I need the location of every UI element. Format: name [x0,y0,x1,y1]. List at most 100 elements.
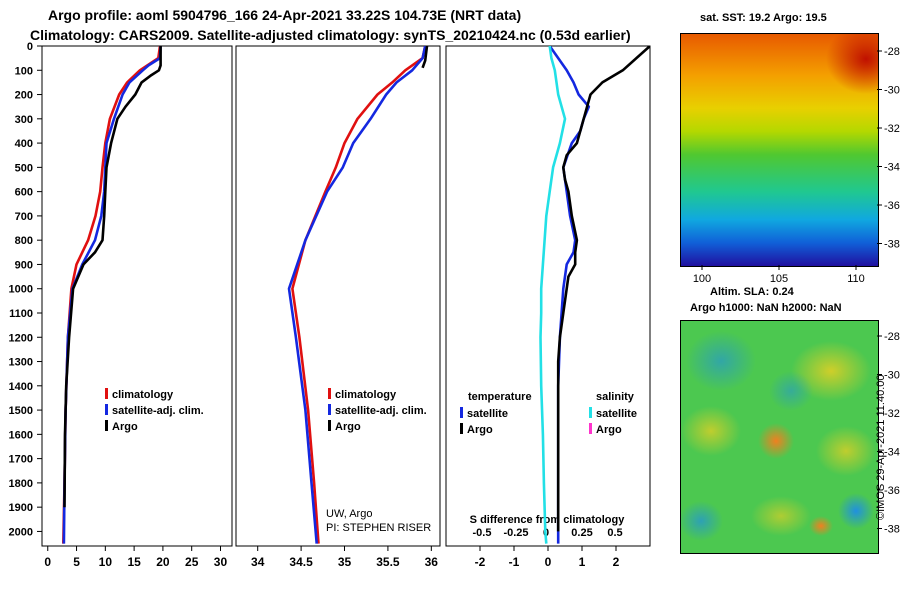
depth-tick-label: 1100 [9,308,33,320]
panel-temperature: 0 5 10 15 20 25 30 climatology satellite-adj. cl… [41,45,233,569]
depth-tick-label: 0 [27,41,33,53]
legend-label: climatology [335,389,397,401]
x-tick-label: 20 [156,555,170,569]
x-tick-label: 35 [338,555,352,569]
depth-tick-label: 700 [15,211,33,223]
credit-text: ©IMOS 29-Apr-2021 11:40:00 [875,374,887,520]
profile-plots: 0100200300400500600700800900100011001200… [9,41,651,569]
depth-tick-label: 1500 [9,405,33,417]
lat-tick-label: -30 [884,370,900,382]
x-tick-label: -2 [475,555,486,569]
x-tick-label: 1 [579,555,586,569]
panel-frame [445,45,651,547]
sla-map-axes: -28 -30 -32 -34 -36 -38 [877,331,900,536]
series-line [63,46,162,508]
lat-tick-label: -38 [884,524,900,536]
series-line [62,46,162,544]
argo-profile-figure: Argo profile: aoml 5904796_166 24-Apr-20… [9,7,900,569]
x-tick-label: 10 [99,555,113,569]
sla-map [680,320,879,554]
depth-tick-label: 2000 [9,526,33,538]
legend-swatch [328,420,331,431]
lon-tick-label: 100 [693,273,711,285]
legend-swatch [328,388,331,399]
depth-tick-label: 600 [15,187,33,199]
sla-map-title1: Altim. SLA: 0.24 [710,286,794,298]
depth-tick-label: 400 [15,138,33,150]
sal-tick-label: -0.25 [503,527,528,539]
lat-tick-label: -36 [884,200,900,212]
x-tick-label: 5 [73,555,80,569]
legend-label: Argo [596,424,622,436]
lat-tick-label: -34 [884,447,900,459]
depth-tick-label: 1400 [9,381,33,393]
diff-xlabel: S difference from climatology [470,514,626,526]
sal-tick-label: -0.5 [473,527,492,539]
sst-map [680,33,879,267]
panel-difference: -2 -1 0 1 2-0.5 -0.25 0 0.25 0.5S difference fro… [445,45,651,569]
legend-swatch [105,404,108,415]
lat-tick-label: -32 [884,123,900,135]
lon-tick-label: 105 [770,273,788,285]
x-tick-label: 15 [127,555,141,569]
x-tick-label: 0 [545,555,552,569]
x-tick-label: 2 [613,555,620,569]
sst-map-lon-axis: 100 105 110 [693,265,865,285]
depth-tick-label: 500 [15,162,33,174]
legend-title: salinity [596,391,635,403]
series-line [539,46,567,544]
figure-title-line2: Climatology: CARS2009. Satellite-adjuste… [30,27,631,43]
sst-map-title: sat. SST: 19.2 Argo: 19.5 [700,12,827,24]
x-tick-label: -1 [509,555,520,569]
legend-swatch [589,423,592,434]
depth-tick-label: 100 [15,65,33,77]
x-tick-label: 25 [185,555,199,569]
sla-map-title2: Argo h1000: NaN h2000: NaN [690,302,842,314]
legend-label: climatology [112,389,174,401]
sst-map-axes: -28 -30 -32 -34 -36 -38 [877,46,900,251]
depth-tick-label: 1600 [9,429,33,441]
legend-swatch [460,423,463,434]
depth-tick-label: 1800 [9,478,33,490]
lat-tick-label: -34 [884,162,900,174]
depth-tick-label: 1200 [9,332,33,344]
x-tick-label: 36 [425,555,439,569]
lat-tick-label: -30 [884,85,900,97]
annotation: PI: STEPHEN RISER [326,522,431,534]
x-tick-label: 34.5 [289,555,313,569]
panel-frame [41,45,233,547]
annotation: UW, Argo [326,508,372,520]
legend-label: Argo [335,421,361,433]
series-line [287,46,427,544]
legend-swatch [105,388,108,399]
depth-tick-label: 900 [15,259,33,271]
lat-tick-label: -38 [884,239,900,251]
depth-tick-label: 200 [15,90,33,102]
legend-label: Argo [467,424,493,436]
depth-tick-label: 300 [15,114,33,126]
legend-swatch [460,407,463,418]
legend-label: satellite-adj. clim. [112,405,204,417]
lat-tick-label: -36 [884,485,900,497]
panel-salinity: 34 34.5 35 35.5 36 climatology satellite-adj. … [235,45,441,569]
lat-tick-label: -32 [884,408,900,420]
x-tick-label: 0 [44,555,51,569]
sal-tick-label: 0.5 [607,527,622,539]
legend-label: satellite-adj. clim. [335,405,427,417]
legend-title: temperature [468,391,532,403]
x-tick-label: 34 [251,555,265,569]
depth-tick-label: 1000 [9,284,33,296]
legend-swatch [328,404,331,415]
lon-tick-label: 110 [847,273,865,285]
x-tick-label: 35.5 [376,555,400,569]
figure-title-line1: Argo profile: aoml 5904796_166 24-Apr-20… [48,7,522,23]
series-line [291,46,427,544]
series-line [421,46,429,69]
lat-tick-label: -28 [884,46,900,58]
legend-label: satellite [596,408,637,420]
depth-tick-label: 800 [15,235,33,247]
series-line [62,46,162,544]
legend-swatch [105,420,108,431]
depth-tick-label: 1700 [9,454,33,466]
legend-label: satellite [467,408,508,420]
